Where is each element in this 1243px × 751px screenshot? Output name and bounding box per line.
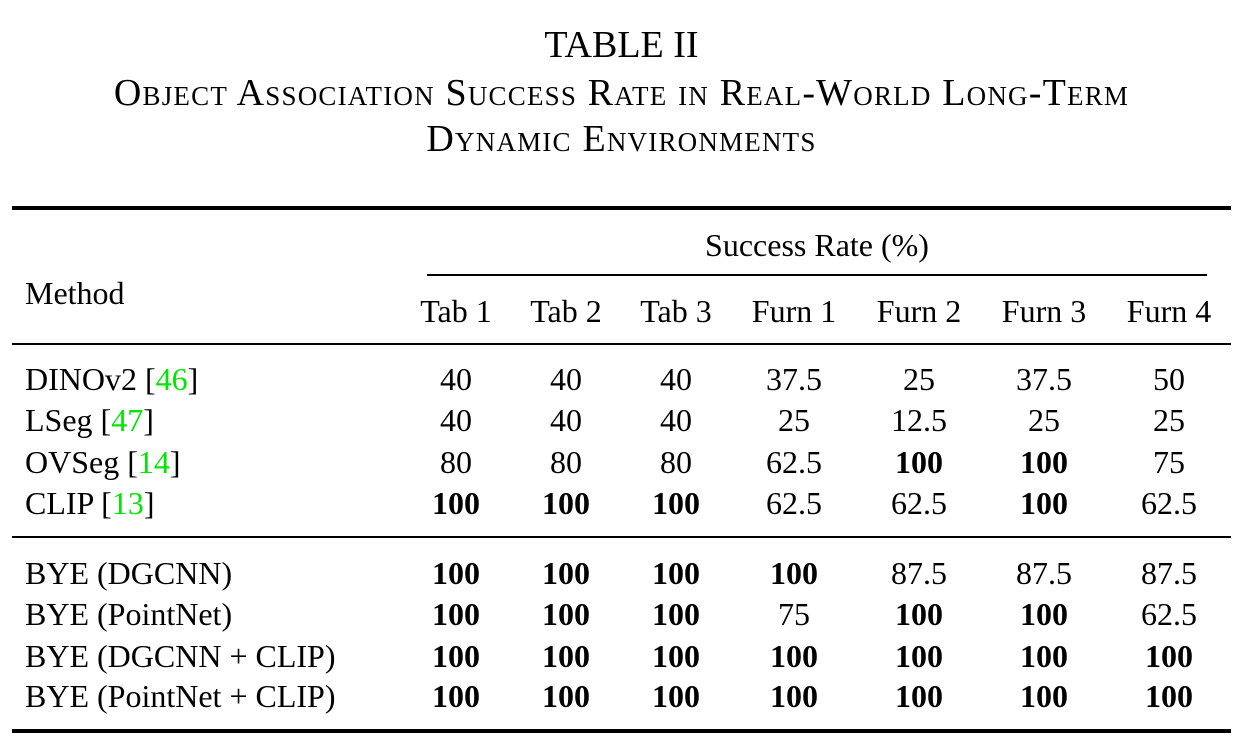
method-cell: BYE (DGCNN + CLIP)	[25, 636, 335, 676]
value-cell: 100	[432, 485, 480, 521]
value-cell: 100	[432, 638, 480, 674]
citation-link[interactable]: 14	[137, 444, 170, 480]
value-cell: 40	[440, 402, 472, 438]
column-header-4: Furn 1	[751, 293, 837, 329]
value-cell: 37.5	[766, 361, 822, 397]
value-cell: 100	[432, 678, 480, 714]
column-header-1: Tab 1	[420, 293, 492, 329]
method-name: LSeg [	[25, 402, 112, 438]
value-cell: 25	[903, 361, 935, 397]
method-name: BYE (DGCNN)	[25, 555, 233, 591]
method-name: CLIP [	[25, 485, 112, 521]
method-cell: LSeg [47]	[25, 400, 154, 440]
value-cell: 40	[660, 402, 692, 438]
table-caption-line-2: Dynamic Environments	[426, 118, 817, 160]
value-cell: 50	[1153, 361, 1185, 397]
value-cell: 40	[550, 361, 582, 397]
citation-link[interactable]: 47	[111, 402, 144, 438]
method-name: BYE (PointNet)	[25, 596, 233, 632]
bottom-rule	[12, 729, 1231, 733]
method-name: BYE (DGCNN + CLIP)	[25, 638, 336, 674]
method-name: BYE (PointNet + CLIP)	[25, 678, 336, 714]
value-cell: 62.5	[766, 485, 822, 521]
value-cell: 75	[1153, 444, 1185, 480]
value-cell: 100	[542, 638, 590, 674]
value-cell: 80	[550, 444, 582, 480]
value-cell: 100	[542, 596, 590, 632]
header-rule	[12, 343, 1231, 345]
value-cell: 80	[440, 444, 472, 480]
value-cell: 100	[1145, 638, 1193, 674]
value-cell: 40	[440, 361, 472, 397]
method-cell: OVSeg [14]	[25, 442, 181, 482]
value-cell: 87.5	[891, 555, 947, 591]
column-header-2: Tab 2	[530, 293, 602, 329]
success-rate-group-header: Success Rate (%)	[705, 227, 929, 263]
value-cell: 100	[895, 596, 943, 632]
value-cell: 80	[660, 444, 692, 480]
value-cell: 100	[1020, 444, 1068, 480]
value-cell: 62.5	[891, 485, 947, 521]
method-cell: BYE (PointNet)	[25, 594, 232, 634]
value-cell: 100	[542, 555, 590, 591]
value-cell: 62.5	[1141, 596, 1197, 632]
value-cell: 25	[1028, 402, 1060, 438]
value-cell: 75	[778, 596, 810, 632]
value-cell: 25	[1153, 402, 1185, 438]
value-cell: 100	[895, 638, 943, 674]
value-cell: 100	[652, 485, 700, 521]
value-cell: 100	[1020, 638, 1068, 674]
value-cell: 100	[895, 444, 943, 480]
top-rule	[12, 206, 1231, 210]
method-column-header: Method	[25, 275, 125, 311]
value-cell: 100	[652, 596, 700, 632]
method-cell: CLIP [13]	[25, 483, 154, 523]
value-cell: 100	[1020, 678, 1068, 714]
table-caption-line-1: Object Association Success Rate in Real-…	[113, 72, 1130, 114]
value-cell: 100	[542, 678, 590, 714]
value-cell: 100	[1020, 596, 1068, 632]
value-cell: 87.5	[1016, 555, 1072, 591]
citation-link[interactable]: 13	[111, 485, 144, 521]
column-header-7: Furn 4	[1126, 293, 1212, 329]
value-cell: 12.5	[891, 402, 947, 438]
citation-bracket: ]	[143, 485, 155, 521]
column-header-5: Furn 2	[876, 293, 962, 329]
value-cell: 100	[652, 638, 700, 674]
value-cell: 100	[432, 596, 480, 632]
table-number: TABLE II	[544, 24, 699, 66]
value-cell: 100	[770, 638, 818, 674]
citation-link[interactable]: 46	[155, 361, 188, 397]
column-header-3: Tab 3	[640, 293, 712, 329]
value-cell: 100	[1145, 678, 1193, 714]
column-header-6: Furn 3	[1001, 293, 1087, 329]
value-cell: 40	[660, 361, 692, 397]
value-cell: 62.5	[1141, 485, 1197, 521]
value-cell: 100	[652, 678, 700, 714]
value-cell: 62.5	[766, 444, 822, 480]
group-header-rule	[427, 274, 1207, 276]
value-cell: 100	[542, 485, 590, 521]
citation-bracket: ]	[169, 444, 181, 480]
citation-bracket: ]	[187, 361, 199, 397]
value-cell: 100	[1020, 485, 1068, 521]
method-cell: DINOv2 [46]	[25, 359, 198, 399]
value-cell: 40	[550, 402, 582, 438]
value-cell: 25	[778, 402, 810, 438]
method-name: OVSeg [	[25, 444, 138, 480]
method-cell: BYE (PointNet + CLIP)	[25, 676, 335, 716]
value-cell: 100	[770, 678, 818, 714]
value-cell: 87.5	[1141, 555, 1197, 591]
method-cell: BYE (DGCNN)	[25, 553, 232, 593]
method-name: DINOv2 [	[25, 361, 156, 397]
citation-bracket: ]	[143, 402, 154, 438]
section-rule	[12, 536, 1231, 538]
value-cell: 37.5	[1016, 361, 1072, 397]
value-cell: 100	[432, 555, 480, 591]
value-cell: 100	[770, 555, 818, 591]
value-cell: 100	[895, 678, 943, 714]
value-cell: 100	[652, 555, 700, 591]
